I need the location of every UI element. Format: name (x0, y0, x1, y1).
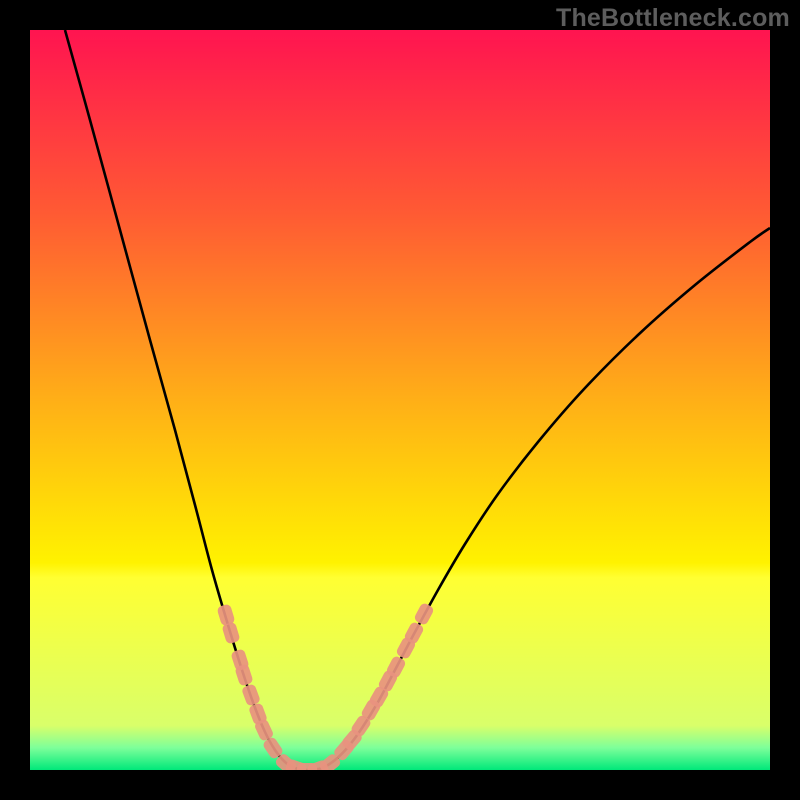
marker-group (216, 602, 434, 770)
curve-layer (30, 30, 770, 770)
data-marker (241, 683, 261, 707)
watermark-text: TheBottleneck.com (556, 4, 790, 33)
chart-frame: TheBottleneck.com (0, 0, 800, 800)
data-marker (413, 602, 435, 626)
plot-area (30, 30, 770, 770)
bottleneck-curve (65, 30, 770, 770)
